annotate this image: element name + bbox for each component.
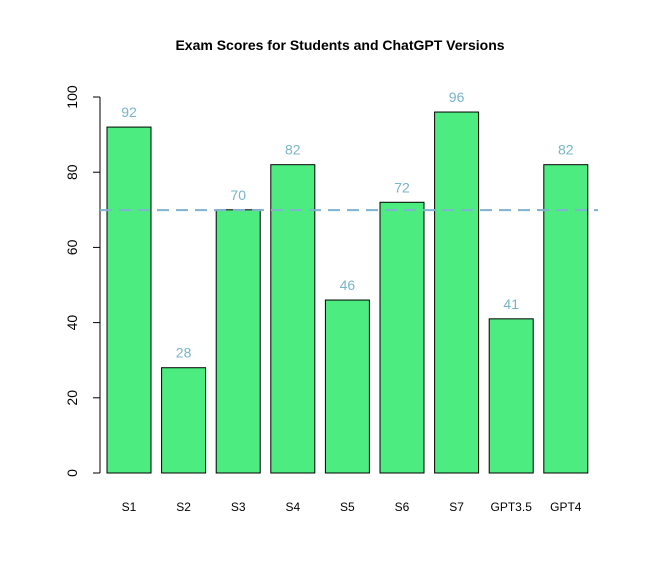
value-label: 82: [285, 142, 301, 158]
bar-gpt3-5: [488, 318, 534, 474]
value-label: 72: [394, 179, 410, 195]
category-label: S5: [340, 500, 355, 514]
bar-s7: [434, 111, 480, 474]
bar-s2: [161, 367, 207, 474]
value-label: 41: [503, 296, 519, 312]
value-label: 82: [558, 142, 574, 158]
value-label: 96: [449, 89, 465, 105]
y-tick-label: 0: [64, 469, 80, 477]
category-label: S1: [122, 500, 137, 514]
value-label: 28: [176, 345, 192, 361]
bar-s4: [270, 164, 316, 474]
category-label: S2: [176, 500, 191, 514]
value-label: 46: [340, 277, 356, 293]
bar-gpt4: [543, 164, 589, 474]
category-labels: S1 S2 S3 S4 S5 S6 S7 GPT3.5 GPT4: [122, 500, 582, 514]
value-label: 92: [121, 104, 137, 120]
y-axis: 0 20 40 60 80 100: [64, 85, 101, 477]
bar-s3: [215, 209, 261, 474]
y-tick-label: 80: [64, 164, 80, 180]
y-tick-label: 100: [64, 85, 80, 109]
value-label: 70: [230, 187, 246, 203]
bar-s6: [379, 201, 425, 474]
bar-s1: [106, 126, 152, 474]
category-label: S7: [449, 500, 464, 514]
value-labels: 92 28 70 82 46 72 96 41 82: [121, 89, 574, 361]
bars: [106, 111, 589, 474]
category-label: S3: [231, 500, 246, 514]
bar-s5: [324, 299, 370, 474]
category-label: S6: [395, 500, 410, 514]
y-tick-label: 60: [64, 239, 80, 255]
category-label: S4: [285, 500, 300, 514]
chart-title: Exam Scores for Students and ChatGPT Ver…: [175, 37, 504, 53]
y-tick-label: 20: [64, 390, 80, 406]
category-label: GPT3.5: [491, 500, 533, 514]
y-tick-label: 40: [64, 315, 80, 331]
category-label: GPT4: [550, 500, 582, 514]
